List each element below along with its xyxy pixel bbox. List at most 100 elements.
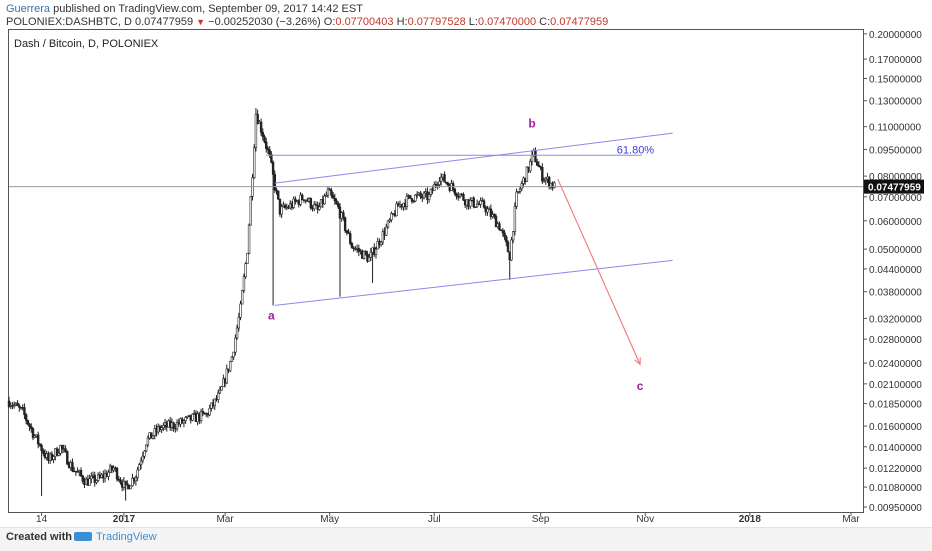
candle-body [517, 191, 520, 193]
candle-body [218, 389, 222, 394]
candle-body [242, 276, 246, 292]
candle-body [182, 420, 186, 424]
candle-body [138, 464, 141, 471]
candle-body [446, 182, 450, 186]
low-label: L: [468, 16, 478, 28]
candle-body [225, 368, 228, 384]
candle-body [506, 241, 510, 253]
candle-body [12, 404, 16, 406]
candle-body [493, 214, 496, 217]
last-price-tag [864, 179, 924, 194]
candle-body [347, 232, 350, 234]
candle-body [374, 248, 378, 255]
x-tick-label: Sep [532, 514, 550, 525]
wave-label-b: b [528, 116, 535, 130]
tradingview-logo-icon [74, 532, 92, 541]
close-value: 0.07477959 [550, 16, 609, 28]
candle-body [515, 191, 518, 207]
candle-body [271, 161, 275, 175]
candle-body [131, 477, 134, 487]
y-tick-label: 0.13000000 [869, 97, 922, 108]
candle-body [115, 467, 119, 480]
tradingview-brand[interactable]: TradingView [74, 531, 157, 543]
candle-body [328, 188, 331, 191]
y-tick-label: 0.06000000 [869, 217, 922, 228]
candle-body [419, 192, 422, 197]
candle-body [175, 422, 179, 430]
candle-body [433, 184, 436, 191]
candle-body [134, 477, 138, 482]
candle-body [498, 223, 501, 231]
candle-body [367, 257, 371, 262]
candle-body [139, 460, 143, 465]
x-tick-label: Mar [842, 514, 860, 525]
x-tick-label: Nov [636, 514, 654, 525]
candle-body [388, 219, 391, 222]
candle-body [499, 229, 503, 231]
candle-body [186, 415, 189, 418]
candle-body [220, 386, 223, 391]
candle-body [501, 230, 505, 234]
candle-body [510, 239, 513, 261]
candle-body [409, 195, 412, 199]
high-value: 0.07797528 [407, 16, 466, 28]
candle-body [40, 444, 43, 452]
candle-body [146, 437, 150, 446]
candle-body [525, 166, 529, 182]
candle-body [458, 193, 462, 197]
y-tick-label: 0.02100000 [869, 380, 922, 391]
candle-body [18, 405, 21, 408]
candle-body [162, 425, 165, 428]
candle-body [24, 414, 28, 421]
candle-body [263, 136, 266, 143]
candle-body [52, 456, 55, 460]
drawing-overlay: 61.80% a b c [9, 116, 863, 393]
candle-body [518, 188, 522, 192]
chart-frame[interactable] [8, 29, 864, 513]
candle-body [119, 479, 122, 483]
candle-body [259, 121, 263, 133]
candle-body [124, 480, 127, 484]
candle-body [107, 471, 110, 478]
candle-body [28, 423, 31, 427]
candle-body [494, 216, 498, 228]
candle-body [337, 203, 340, 208]
y-tick-label: 0.03800000 [869, 288, 922, 299]
candle-body [117, 478, 120, 481]
candle-body [349, 233, 352, 244]
candle-body [270, 154, 273, 163]
wave-label-a: a [268, 308, 275, 322]
candle-body [247, 224, 251, 254]
close-label: C: [539, 16, 551, 28]
candle-body [143, 450, 146, 457]
open-label: O: [323, 16, 336, 28]
x-tick-label: 2018 [739, 514, 762, 525]
candle-body [330, 189, 333, 196]
candle-body [445, 181, 448, 184]
candle-body [294, 198, 297, 202]
candle-body [11, 405, 14, 407]
candle-body [410, 198, 414, 202]
candle-body [345, 230, 349, 233]
channel-upper-line [274, 132, 673, 184]
candle-body [23, 407, 26, 416]
candle-body [381, 231, 385, 243]
x-tick-label: 2017 [113, 514, 136, 525]
candle-body [60, 445, 64, 450]
y-tick-label: 0.17000000 [869, 55, 922, 66]
candle-body [439, 176, 443, 182]
projection-arrow-line [557, 178, 641, 365]
candle-body [229, 361, 232, 372]
candle-body [482, 200, 486, 208]
candle-body [160, 427, 163, 430]
candle-body [415, 194, 419, 196]
candle-body [309, 198, 313, 209]
candle-body [474, 206, 477, 208]
candle-body [486, 208, 489, 213]
candle-body [268, 149, 271, 155]
candle-body [472, 197, 475, 208]
author-link[interactable]: Guerrera [6, 3, 51, 15]
candle-body [230, 356, 234, 362]
price-chart[interactable]: 61.80% a b c 0.20000000 0.17000000 0.15000000… [0, 0, 932, 527]
y-tick-label: 0.01850000 [869, 400, 922, 411]
